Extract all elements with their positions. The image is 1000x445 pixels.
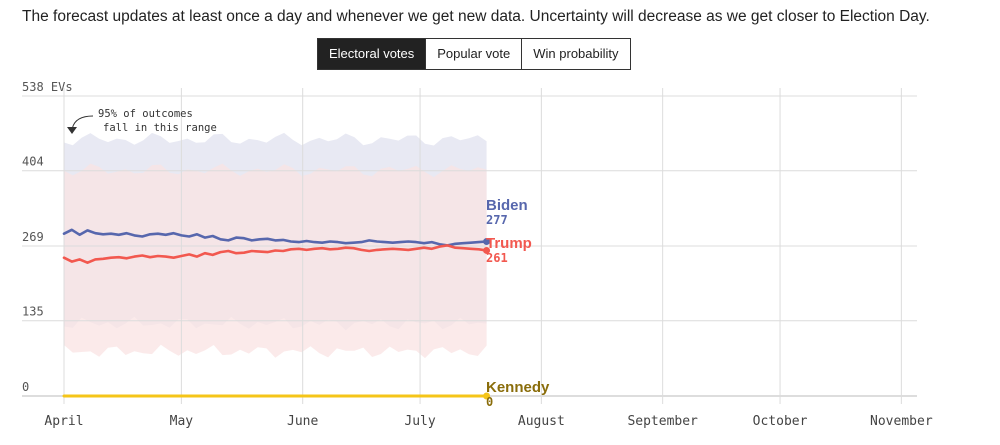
y-tick-label: 135	[22, 305, 44, 319]
x-tick-label: June	[287, 414, 318, 429]
x-tick-label: July	[404, 414, 435, 429]
tab-popular-vote[interactable]: Popular vote	[425, 39, 522, 69]
tab-win-probability[interactable]: Win probability	[521, 39, 630, 69]
y-tick-label: 269	[22, 230, 44, 244]
x-tick-label: August	[518, 414, 565, 429]
series-value-kennedy: 0	[486, 395, 493, 409]
series-end-point-trump	[483, 246, 491, 254]
series-line-biden	[62, 228, 488, 247]
x-tick-label: November	[870, 414, 933, 429]
forecast-intro-text: The forecast updates at least once a day…	[22, 8, 930, 25]
series-label-trump: Trump	[486, 235, 532, 252]
tab-electoral-votes[interactable]: Electoral votes	[318, 39, 426, 69]
series-line-trump	[62, 244, 488, 265]
x-tick-label: May	[170, 414, 194, 429]
series-value-biden: 277	[486, 213, 508, 227]
annotation-line-2: fall in this range	[103, 122, 217, 134]
y-tick-label: 538 EVs	[22, 80, 73, 94]
annotation-arrow-head-icon	[67, 127, 77, 134]
series-end-point-biden	[483, 238, 491, 246]
metric-tabs: Electoral votes Popular vote Win probabi…	[317, 38, 631, 70]
series-value-trump: 261	[486, 251, 508, 265]
series-label-biden: Biden	[486, 197, 528, 214]
series-end-point-kennedy	[483, 392, 491, 400]
annotation-line-1: 95% of outcomes	[98, 108, 193, 120]
x-tick-label: April	[44, 414, 83, 429]
x-tick-label: September	[627, 414, 698, 429]
band-trump-range	[64, 163, 487, 359]
x-tick-label: October	[753, 414, 808, 429]
series-label-kennedy: Kennedy	[486, 379, 550, 396]
y-tick-label: 0	[22, 380, 29, 394]
y-tick-label: 404	[22, 155, 44, 169]
